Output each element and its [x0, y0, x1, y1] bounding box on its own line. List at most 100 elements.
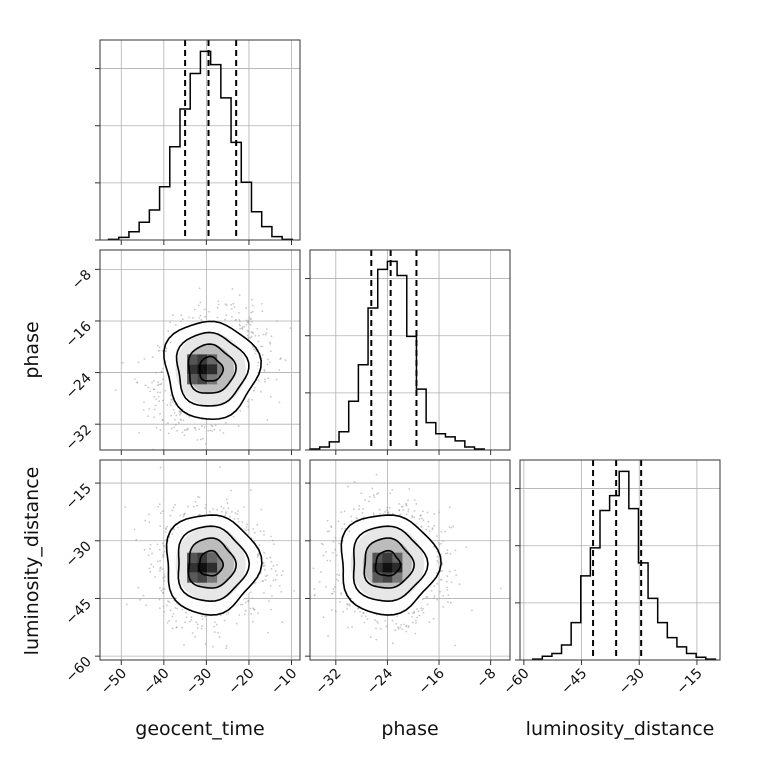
- scatter-point: [386, 506, 389, 509]
- scatter-point: [170, 414, 173, 417]
- scatter-point: [147, 513, 150, 516]
- scatter-point: [114, 389, 117, 392]
- scatter-point: [231, 288, 234, 290]
- scatter-point: [322, 616, 325, 618]
- scatter-point: [157, 395, 160, 398]
- scatter-point: [360, 492, 363, 494]
- scatter-point: [255, 350, 257, 353]
- scatter-point: [169, 609, 172, 612]
- scatter-point: [376, 493, 378, 495]
- scatter-point: [157, 505, 160, 508]
- tick-label-y: −30: [63, 538, 95, 570]
- scatter-point: [185, 611, 188, 614]
- scatter-point: [269, 395, 272, 398]
- scatter-point: [322, 554, 325, 557]
- scatter-point: [212, 645, 214, 648]
- scatter-point: [247, 600, 249, 603]
- scatter-point: [375, 638, 378, 641]
- scatter-point: [245, 526, 248, 528]
- scatter-point: [369, 495, 371, 498]
- density-cell: [197, 562, 208, 573]
- scatter-point: [280, 574, 283, 577]
- scatter-point: [411, 616, 413, 618]
- scatter-point: [162, 555, 165, 558]
- scatter-point: [404, 503, 407, 505]
- scatter-point: [262, 580, 264, 583]
- scatter-point: [139, 598, 142, 601]
- scatter-point: [149, 543, 152, 546]
- scatter-point: [262, 561, 264, 564]
- scatter-point: [373, 496, 376, 498]
- scatter-point: [197, 304, 200, 307]
- scatter-point: [267, 631, 269, 634]
- scatter-point: [446, 575, 449, 578]
- scatter-point: [124, 506, 127, 508]
- scatter-point: [162, 367, 165, 370]
- scatter-point: [193, 426, 196, 429]
- scatter-point: [452, 525, 454, 528]
- scatter-point: [267, 358, 269, 361]
- scatter-point: [337, 580, 340, 582]
- scatter-point: [407, 499, 409, 501]
- scatter-point: [196, 623, 199, 626]
- scatter-point: [334, 536, 337, 539]
- scatter-point: [221, 510, 223, 513]
- scatter-point: [162, 542, 164, 545]
- scatter-point: [254, 581, 257, 584]
- scatter-point: [152, 566, 155, 568]
- scatter-point: [199, 301, 202, 304]
- scatter-point: [259, 572, 262, 575]
- scatter-point: [143, 548, 146, 551]
- scatter-point: [192, 505, 195, 508]
- scatter-point: [447, 601, 449, 603]
- scatter-point: [276, 574, 278, 576]
- scatter-point: [442, 606, 445, 608]
- scatter-point: [344, 527, 347, 530]
- scatter-point: [455, 574, 458, 577]
- scatter-point: [232, 415, 235, 418]
- scatter-point: [325, 551, 327, 553]
- scatter-point: [252, 607, 255, 610]
- scatter-point: [246, 329, 249, 332]
- scatter-point: [161, 399, 164, 402]
- scatter-point: [254, 531, 256, 534]
- scatter-point: [272, 543, 275, 545]
- scatter-point: [196, 439, 199, 441]
- scatter-point: [162, 588, 165, 590]
- scatter-point: [436, 555, 439, 558]
- scatter-point: [272, 539, 274, 542]
- scatter-point: [338, 600, 341, 603]
- scatter-point: [444, 552, 447, 555]
- scatter-point: [181, 626, 184, 629]
- panel-luminosity-distance-vs-phase: −32 −24 −16 −8: [305, 459, 511, 698]
- scatter-point: [185, 429, 188, 431]
- density-cell: [207, 572, 218, 583]
- scatter-point: [376, 620, 378, 623]
- scatter-point: [240, 603, 242, 606]
- scatter-point: [384, 620, 387, 622]
- scatter-point: [175, 414, 178, 417]
- scatter-point: [278, 401, 281, 404]
- scatter-point: [230, 308, 233, 310]
- scatter-point: [158, 503, 161, 506]
- scatter-point: [195, 475, 197, 477]
- scatter-point: [258, 334, 260, 337]
- scatter-point: [172, 314, 175, 317]
- scatter-point: [263, 568, 266, 571]
- scatter-point: [446, 580, 448, 583]
- scatter-point: [159, 391, 162, 394]
- scatter-point: [395, 622, 397, 625]
- scatter-point: [172, 613, 175, 615]
- scatter-point: [336, 573, 339, 576]
- scatter-point: [276, 320, 278, 322]
- density-cell: [207, 562, 218, 573]
- scatter-point: [149, 571, 152, 573]
- scatter-point: [263, 530, 265, 533]
- scatter-point: [400, 505, 403, 508]
- scatter-point: [226, 502, 229, 505]
- scatter-point: [159, 569, 161, 572]
- tick-label-x: −40: [140, 666, 172, 698]
- scatter-point: [163, 579, 166, 582]
- scatter-point: [257, 554, 260, 557]
- scatter-point: [356, 518, 359, 520]
